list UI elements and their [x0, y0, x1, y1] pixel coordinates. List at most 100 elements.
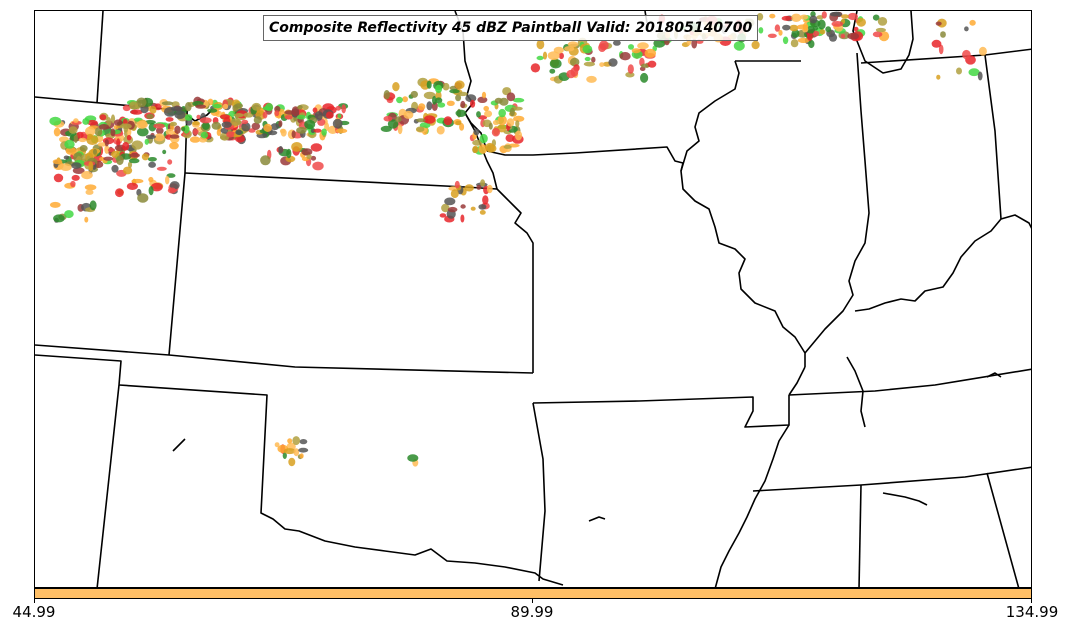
paintball-dot	[432, 95, 437, 105]
paintball-dot	[260, 155, 271, 166]
paintball-dot	[423, 91, 436, 100]
paintball-dot	[790, 39, 799, 48]
paintball-dot	[506, 92, 516, 102]
paintball-dot	[122, 141, 130, 151]
border-ky-tn-lake	[986, 372, 1002, 378]
paintball-dot	[477, 96, 488, 104]
paintball-dot	[71, 174, 80, 181]
paintball-dot	[148, 186, 154, 196]
paintball-dot	[136, 97, 147, 108]
paintball-dot	[97, 142, 107, 147]
paintball-dot	[464, 184, 474, 192]
paintball-dot	[512, 97, 525, 103]
paintball-dot	[200, 131, 209, 139]
paintball-dot	[387, 119, 399, 129]
paintball-dot	[233, 113, 244, 118]
paintball-dot	[301, 148, 313, 156]
paintball-dot	[195, 104, 207, 109]
paintball-dot	[52, 159, 63, 165]
paintball-dot	[756, 13, 764, 21]
paintball-dot	[613, 40, 621, 46]
paintball-dot	[131, 178, 144, 184]
paintball-dot	[599, 40, 609, 51]
paintball-dot	[483, 105, 490, 112]
colorbar-label-max: 134.99	[1005, 603, 1059, 621]
paintball-dot	[262, 111, 268, 119]
paintball-dot	[383, 115, 393, 122]
paintball-dot	[491, 127, 500, 137]
paintball-dot	[126, 182, 138, 190]
paintball-dot	[444, 197, 456, 206]
paintball-dot	[403, 110, 414, 119]
paintball-dot	[935, 21, 942, 26]
paintball-dot	[549, 58, 562, 69]
paintball-dot	[106, 117, 112, 127]
paintball-dot	[144, 138, 149, 145]
paintball-dot	[63, 155, 70, 160]
paintball-dot	[395, 116, 402, 123]
paintball-dot	[150, 182, 163, 192]
border-il-in	[804, 52, 870, 354]
paintball-dot	[84, 216, 89, 223]
paintball-dot	[130, 109, 143, 115]
paintball-dot	[637, 42, 649, 50]
paintball-dot	[103, 156, 114, 161]
paintball-dot	[335, 128, 348, 134]
paintball-dot	[93, 148, 97, 155]
border-al-ga	[986, 472, 1020, 587]
paintball-dot	[234, 103, 243, 109]
paintball-dot	[549, 68, 556, 74]
paintball-dot	[499, 97, 509, 106]
paintball-dot	[296, 126, 307, 134]
paintball-dot	[284, 110, 296, 115]
paintball-dot	[325, 111, 334, 119]
paintball-dot	[192, 121, 200, 126]
paintball-dot	[291, 142, 303, 152]
paintball-dot	[82, 118, 90, 125]
paintball-dot	[141, 153, 149, 161]
paintball-dot	[435, 97, 443, 104]
paintball-dot	[460, 204, 466, 209]
map-title: Composite Reflectivity 45 dBZ Paintball …	[263, 15, 759, 41]
paintball-dot	[199, 117, 212, 124]
paintball-dot	[691, 38, 698, 49]
paintball-dot	[110, 114, 116, 124]
paintball-dot	[426, 80, 432, 89]
paintball-dot	[165, 128, 175, 137]
paintball-dot	[241, 122, 251, 132]
paintball-dot	[454, 80, 465, 90]
paintball-dot	[286, 148, 292, 159]
map-panel	[34, 10, 1032, 588]
paintball-dot	[321, 128, 327, 136]
paintball-dot	[423, 115, 436, 124]
paintball-dot	[312, 161, 324, 171]
paintball-reflectivity-dots	[49, 11, 987, 467]
paintball-dot	[211, 121, 221, 130]
paintball-dot	[310, 155, 317, 161]
paintball-dot	[181, 126, 186, 132]
paintball-dot	[791, 29, 800, 38]
paintball-dot	[53, 214, 65, 223]
map-canvas	[35, 11, 1031, 587]
paintball-dot	[183, 125, 190, 134]
paintball-dot	[253, 116, 262, 124]
paintball-dot	[931, 39, 942, 48]
paintball-dot	[480, 179, 486, 187]
paintball-dot	[71, 162, 82, 169]
paintball-dot	[299, 439, 308, 445]
paintball-dot	[146, 113, 154, 119]
paintball-dot	[167, 159, 173, 165]
paintball-dot	[192, 129, 199, 135]
paintball-dot	[647, 60, 657, 68]
paintball-dot	[536, 55, 544, 61]
border-ks-mo	[496, 188, 534, 373]
paintball-dot	[809, 15, 818, 24]
paintball-dot	[72, 167, 85, 175]
paintball-dot	[116, 155, 124, 166]
paintball-dot	[59, 163, 72, 171]
paintball-dot	[76, 131, 84, 139]
paintball-dot	[282, 452, 287, 459]
paintball-dot	[831, 21, 844, 27]
border-ne-ks	[184, 172, 498, 190]
paintball-dot	[769, 13, 776, 19]
